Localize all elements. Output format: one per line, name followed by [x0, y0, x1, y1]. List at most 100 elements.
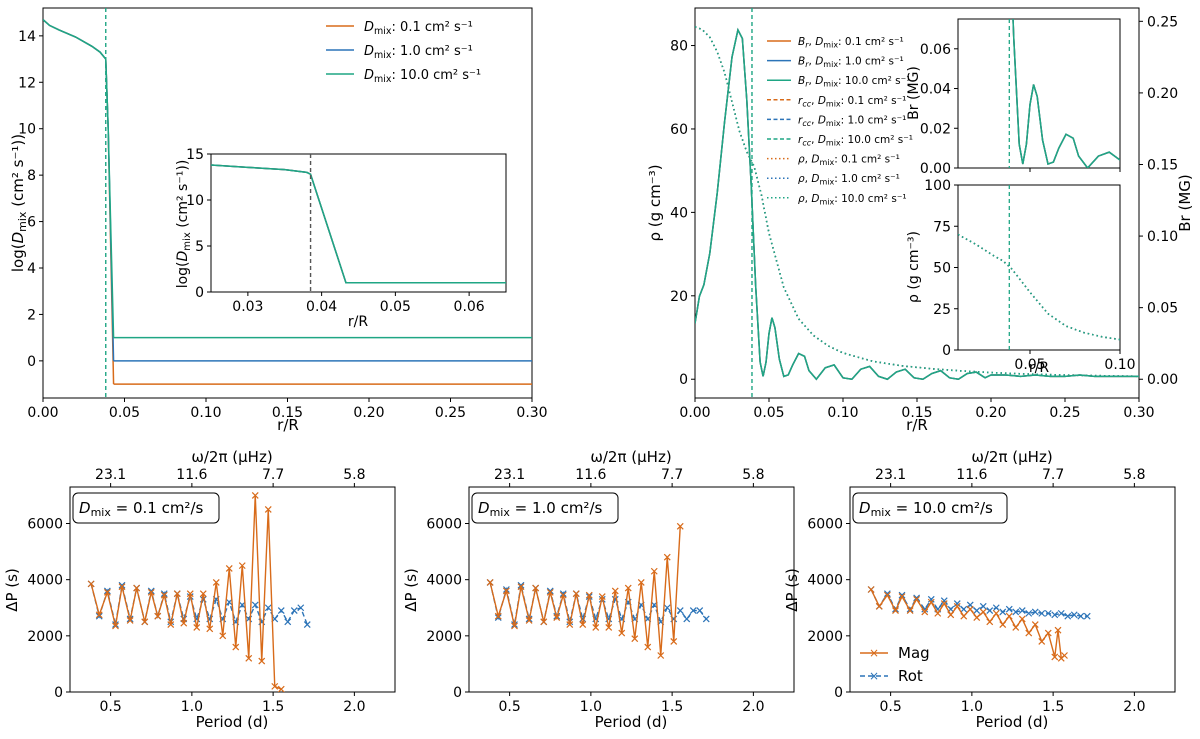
period-mag-marker [940, 600, 948, 607]
field-legend-d: D [818, 134, 826, 146]
field-legend-d: D [815, 36, 823, 48]
legend-label-d10-post: : 1.0 cm² s⁻¹ [392, 44, 473, 59]
period-mag-marker [1031, 621, 1039, 629]
period-mag-marker [225, 565, 233, 572]
period-mag-marker [147, 588, 155, 596]
mixing-inset-x-label: r/R [348, 314, 368, 330]
field-xtick-label: 0.00 [679, 405, 710, 421]
field-legend-comma: , [809, 56, 816, 68]
period-top-label-d01: ω/2π (μHz) [191, 448, 272, 466]
period-mag-marker [906, 607, 914, 614]
field-inset-br-lines [1008, 19, 1120, 168]
mixing-inset-y-label: log(Dmix (cm² s⁻¹)) [175, 160, 193, 289]
period-rot-marker [1057, 609, 1065, 617]
period-xtick-label: 0.5 [99, 699, 121, 715]
period-mag-marker [934, 609, 942, 617]
field-inset-rho-ticks: 0.05 0.10 0 25 50 75 100 [924, 178, 1135, 373]
field-inset-rho-xtick-label: 0.10 [1104, 357, 1135, 373]
period-top-xtick-label: 7.7 [1042, 467, 1064, 483]
period-mag-marker [676, 522, 684, 530]
period-top-xtick-label: 11.6 [176, 467, 207, 483]
period-top-xtick-label: 11.6 [575, 467, 606, 483]
period-mag-marker [892, 607, 899, 614]
field-legend-value: : 10.0 cm² s⁻¹ [841, 134, 913, 146]
period-box-post-d10: = 1.0 cm²/s [510, 499, 603, 517]
field-inset-br-ytick-label: 0.06 [920, 42, 951, 58]
mixing-core-profile-2 [43, 19, 115, 338]
mixing-y-label-units: (cm² s⁻¹)) [9, 134, 27, 212]
field-right-ytick-label: 0.05 [1147, 301, 1178, 317]
period-rot-marker [973, 607, 981, 614]
period-box-pre-d100: D [859, 499, 871, 517]
period-mag-marker [112, 622, 119, 630]
field-xtick-label: 0.15 [901, 405, 932, 421]
period-xtick-label: 1.0 [580, 699, 602, 715]
field-inset-br-ytick-label: 0.02 [920, 121, 951, 137]
period-mag-marker [1044, 629, 1052, 637]
period-mag-marker [180, 619, 188, 627]
field-xtick-label: 0.20 [975, 405, 1006, 421]
period-rot-marker [702, 615, 710, 623]
field-legend-d: D [818, 114, 826, 126]
legend-label-mag: Mag [898, 644, 930, 662]
field-inset-rho-x-label: r/R [1029, 360, 1049, 376]
period-top-xtick-label: 23.1 [95, 467, 126, 483]
field-inset-br-ytick-label: 0.04 [920, 82, 951, 98]
field-legend-d: D [811, 173, 819, 185]
period-rot-marker [1077, 612, 1085, 620]
period-ytick-label: 6000 [27, 517, 63, 533]
period-mag-marker [525, 616, 533, 624]
period-mag-marker [494, 612, 502, 620]
period-mag-marker [592, 623, 600, 631]
period-top-xtick-label: 23.1 [494, 467, 525, 483]
field-legend-comma: , [805, 154, 812, 166]
field-ytick-label: 60 [670, 122, 688, 138]
legend-label-d100-post: : 10.0 cm² s⁻¹ [392, 68, 482, 83]
mixing-ytick-label: 12 [18, 75, 36, 91]
mixing-xtick-label: 0.25 [435, 405, 466, 421]
field-inset-rho-ytick-label: 75 [933, 219, 951, 235]
legend-label-d10-sub: mix [374, 50, 392, 61]
period-x-label-d10: Period (d) [595, 713, 668, 731]
period-rot-marker [927, 595, 935, 603]
period-rot-marker [986, 607, 994, 614]
period-mag-marker [927, 598, 935, 606]
period-x-label-d01: Period (d) [196, 713, 269, 731]
field-right-ytick-label: 0.00 [1147, 372, 1178, 388]
period-mag-marker [553, 614, 561, 622]
field-legend-symbol-sub: r [805, 41, 809, 50]
field-legend-value: : 1.0 cm² s⁻¹ [841, 114, 907, 126]
period-mag-marker [953, 602, 961, 610]
mixing-inset-y-label-pre: log( [175, 261, 191, 288]
mixing-xtick-label: 0.30 [516, 405, 547, 421]
field-legend-value: : 0.1 cm² s⁻¹ [834, 154, 900, 166]
period-mag-marker [960, 612, 968, 620]
field-inset-rho-lines [958, 185, 1120, 350]
period-mag-marker [141, 618, 149, 626]
field-br-line-2 [695, 27, 1139, 381]
field-ytick-label: 20 [670, 289, 688, 305]
period-rot-marker [883, 590, 891, 598]
period-ytick-label: 2000 [807, 629, 843, 645]
mixing-ytick-label: 2 [27, 307, 36, 323]
field-legend-symbol: r [798, 114, 803, 126]
mixing-inset-line-2 [211, 164, 506, 284]
mixing-xtick-label: 0.15 [272, 405, 303, 421]
legend-label-d10-pre: D [364, 44, 374, 59]
period-rot-marker [559, 590, 567, 598]
period-axes-frame-d10 [468, 486, 795, 693]
period-top-xtick-label: 5.8 [1123, 467, 1145, 483]
period-mag-marker [1025, 629, 1033, 637]
period-mag-marker [979, 608, 987, 616]
field-legend-symbol-sub: r [805, 80, 809, 89]
period-mag-marker [898, 593, 906, 600]
legend-label-d100: Dmix: 10.0 cm² s⁻¹ [364, 68, 481, 85]
period-mag-marker [271, 682, 279, 690]
field-legend-label-7: ρ, Dmix: 1.0 cm² s⁻¹ [798, 173, 900, 187]
period-mag-marker [277, 685, 285, 692]
mixing-core-profile-1 [43, 19, 115, 361]
period-mag-marker [624, 584, 632, 592]
period-axes-frame-d01 [69, 486, 396, 693]
period-rot-marker [1044, 609, 1052, 617]
field-legend-comma: , [805, 193, 812, 205]
